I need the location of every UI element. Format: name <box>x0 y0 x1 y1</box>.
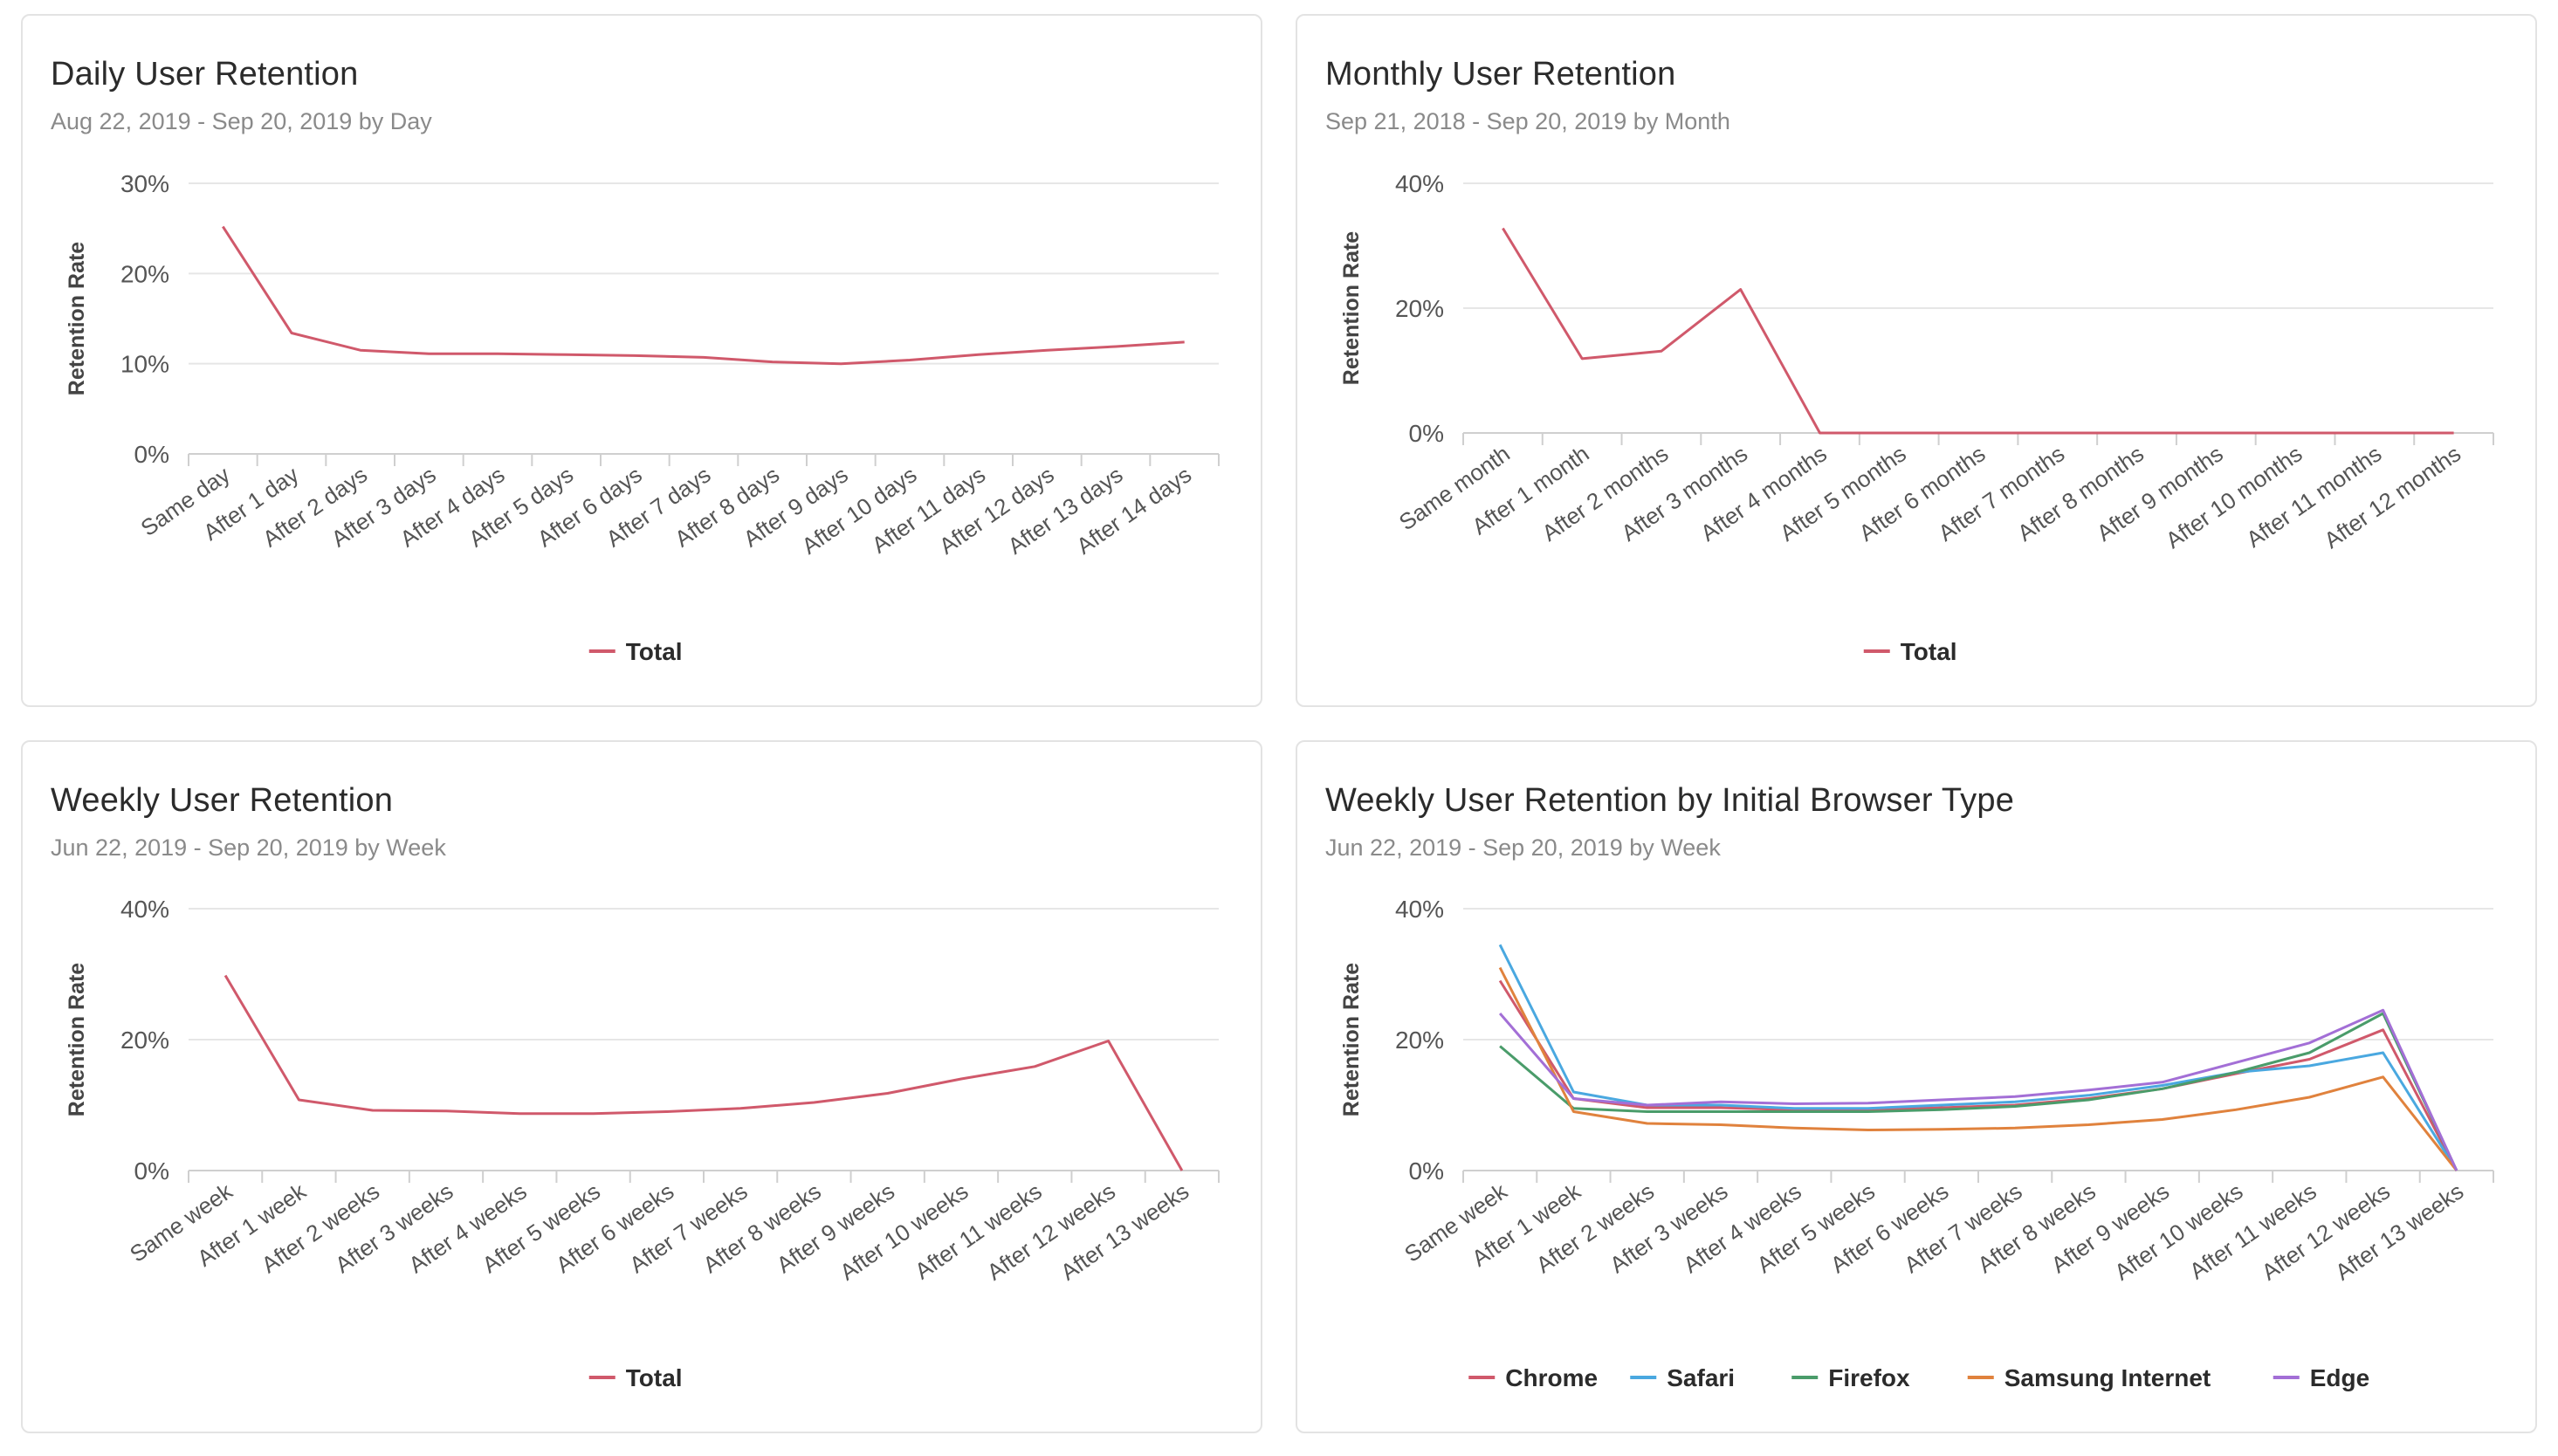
legend-item[interactable]: Total <box>588 1364 683 1391</box>
x-tick-label: After 11 weeks <box>2184 1178 2321 1284</box>
chart-card-monthly-retention: Monthly User Retention Sep 21, 2018 - Se… <box>1296 14 2537 707</box>
series-line-chrome[interactable] <box>1498 979 2458 1171</box>
y-axis-label: Retention Rate <box>65 963 89 1117</box>
chart-title: Weekly User Retention by Initial Browser… <box>1325 782 2015 819</box>
y-tick-label: 40% <box>1395 896 1444 923</box>
series-line-samsung-internet[interactable] <box>1498 966 2458 1171</box>
legend-label: Safari <box>1667 1364 1735 1391</box>
x-tick-label: After 10 months <box>2161 440 2307 553</box>
series-line-total[interactable] <box>222 225 1185 366</box>
legend-label: Firefox <box>1828 1364 1910 1391</box>
y-tick-label: 10% <box>120 351 169 378</box>
x-tick-label: After 11 months <box>2241 440 2386 553</box>
y-axis-label: Retention Rate <box>1339 963 1364 1117</box>
legend-item[interactable]: Edge <box>2273 1364 2369 1391</box>
chart-subtitle: Aug 22, 2019 - Sep 20, 2019 by Day <box>51 108 432 134</box>
chart-card-daily-retention: Daily User Retention Aug 22, 2019 - Sep … <box>21 14 1262 707</box>
chart-card-weekly-retention: Weekly User Retention Jun 22, 2019 - Sep… <box>21 740 1262 1433</box>
y-tick-label: 40% <box>120 896 169 923</box>
chart-subtitle: Jun 22, 2019 - Sep 20, 2019 by Week <box>51 834 446 861</box>
y-tick-label: 0% <box>1409 1157 1444 1185</box>
y-tick-label: 0% <box>134 1157 169 1185</box>
y-tick-label: 20% <box>120 1027 169 1054</box>
x-tick-label: After 12 weeks <box>2257 1178 2395 1285</box>
legend-item[interactable]: Samsung Internet <box>1967 1364 2211 1391</box>
legend-label: Total <box>626 1364 683 1391</box>
legend-label: Total <box>1901 638 1957 665</box>
y-tick-label: 20% <box>1395 1027 1444 1054</box>
legend-item[interactable]: Chrome <box>1468 1364 1598 1391</box>
y-axis-label: Retention Rate <box>1339 231 1364 386</box>
legend-label: Edge <box>2310 1364 2369 1391</box>
x-tick-label: After 12 months <box>2319 440 2465 553</box>
chart-subtitle: Jun 22, 2019 - Sep 20, 2019 by Week <box>1325 834 1721 861</box>
x-tick-label: After 10 weeks <box>2109 1178 2247 1285</box>
x-tick-label: After 11 weeks <box>910 1178 1047 1284</box>
y-tick-label: 0% <box>1409 420 1444 447</box>
legend-item[interactable]: Total <box>588 638 683 665</box>
chart-title: Daily User Retention <box>51 56 359 93</box>
chart-subtitle: Sep 21, 2018 - Sep 20, 2019 by Month <box>1325 108 1730 134</box>
series-line-firefox[interactable] <box>1499 1012 2458 1171</box>
legend-item[interactable]: Safari <box>1630 1364 1735 1391</box>
series-line-edge[interactable] <box>1498 1008 2458 1171</box>
y-tick-label: 20% <box>120 260 169 287</box>
x-tick-label: After 10 weeks <box>835 1178 973 1285</box>
y-tick-label: 40% <box>1395 170 1444 197</box>
series-line-total[interactable] <box>223 974 1184 1171</box>
y-axis-label: Retention Rate <box>65 242 89 396</box>
legend-label: Samsung Internet <box>2004 1364 2211 1391</box>
y-tick-label: 30% <box>120 170 169 197</box>
series-line-total[interactable] <box>1502 227 2454 435</box>
chart-card-browser-retention: Weekly User Retention by Initial Browser… <box>1296 740 2537 1433</box>
legend-item[interactable]: Firefox <box>1791 1364 1910 1391</box>
chart-title: Monthly User Retention <box>1325 56 1676 93</box>
legend-item[interactable]: Total <box>1863 638 1957 665</box>
x-tick-label: After 12 weeks <box>982 1178 1120 1285</box>
y-tick-label: 0% <box>134 441 169 468</box>
legend-label: Chrome <box>1505 1364 1598 1391</box>
chart-title: Weekly User Retention <box>51 782 394 819</box>
legend-label: Total <box>626 638 683 665</box>
x-tick-label: After 13 weeks <box>2330 1178 2468 1285</box>
x-tick-label: After 13 weeks <box>1056 1178 1193 1285</box>
y-tick-label: 20% <box>1395 295 1444 322</box>
